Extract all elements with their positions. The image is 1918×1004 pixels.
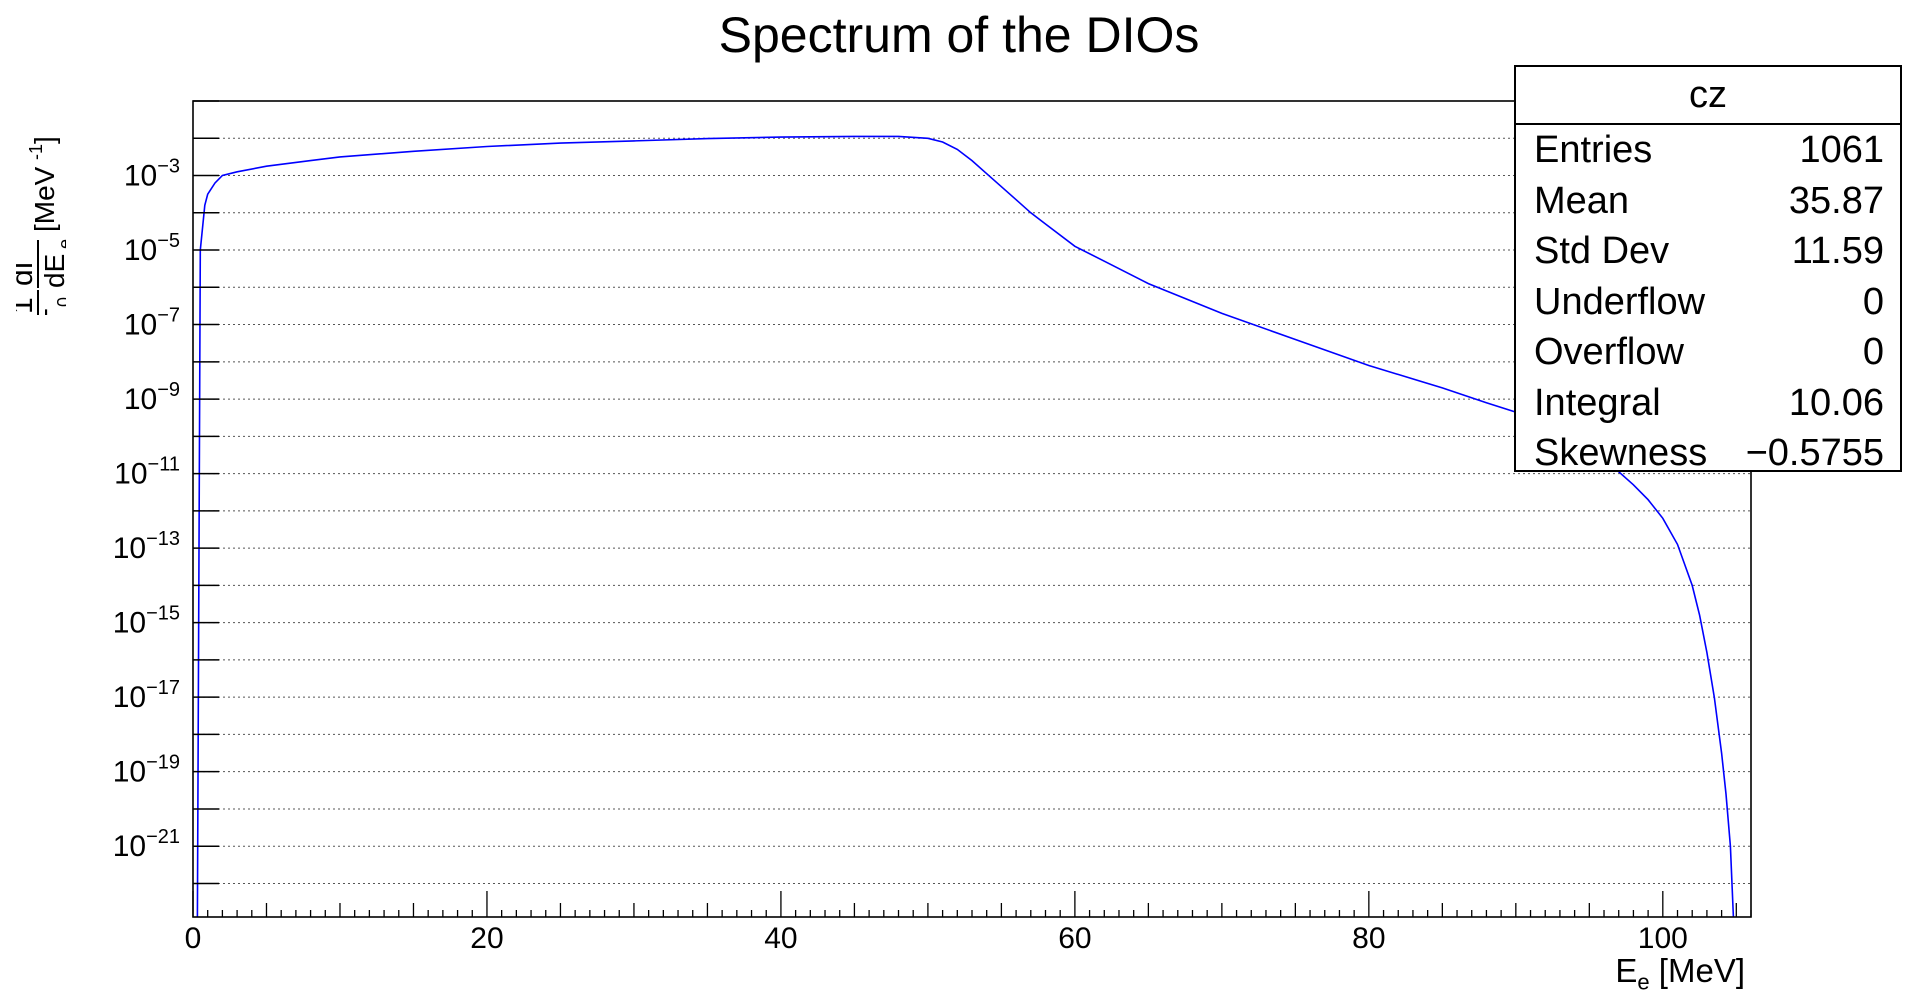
stats-row-skewness: Skewness −0.5755: [1516, 428, 1900, 479]
stats-label: Integral: [1534, 381, 1661, 424]
stats-row-underflow: Underflow 0: [1516, 277, 1900, 328]
svg-text:[MeV: [MeV: [29, 166, 60, 232]
y-axis-label: 1 Γ 0 dΓ dE e [MeV -1 ]: [16, 136, 66, 315]
svg-text:]: ]: [29, 136, 60, 144]
stats-row-integral: Integral 10.06: [1516, 378, 1900, 429]
y-tick-label: 10−13: [113, 528, 180, 565]
stats-label: Underflow: [1534, 280, 1706, 323]
x-tick-label: 60: [1058, 922, 1091, 955]
stats-row-stddev: Std Dev 11.59: [1516, 226, 1900, 277]
stats-label: Mean: [1534, 179, 1630, 222]
stats-value: 0: [1862, 331, 1884, 373]
stats-value: 11.59: [1791, 230, 1884, 272]
svg-text:0: 0: [54, 297, 66, 307]
x-tick-label: 40: [764, 922, 797, 955]
x-tick-label: 0: [185, 922, 202, 955]
stats-label: Entries: [1534, 129, 1653, 171]
series-line-dio-spectrum: [196, 135, 1735, 918]
stats-value: 35.87: [1788, 179, 1884, 222]
x-tick-label: 100: [1638, 922, 1688, 955]
tick-labels: 10−3 10−5 10−7 10−9 10−11 10−13 10−15 10−17 10−1…: [113, 156, 1688, 955]
y-tick-label: 10−11: [114, 454, 180, 491]
y-tick-label: 10−15: [113, 603, 180, 640]
stats-row-overflow: Overflow 0: [1516, 327, 1900, 378]
y-tick-label: 10−7: [124, 305, 180, 342]
stats-name: cz: [1516, 67, 1900, 125]
stats-row-entries: Entries 1061: [1516, 125, 1900, 176]
y-tick-label: 10−19: [113, 752, 180, 789]
y-tick-label: 10−3: [124, 156, 180, 193]
svg-text:Γ: Γ: [39, 309, 66, 315]
stats-label: Std Dev: [1534, 230, 1670, 272]
svg-text:1: 1: [16, 297, 39, 314]
stats-value: 0: [1862, 280, 1884, 323]
axis-ticks: [192, 100, 1752, 917]
x-axis-label: Ee [MeV]: [1615, 952, 1745, 995]
chart-title: Spectrum of the DIOs: [718, 7, 1200, 63]
x-tick-label: 20: [470, 922, 503, 955]
stats-value: −0.5755: [1745, 432, 1884, 474]
y-tick-label: 10−9: [124, 379, 180, 416]
svg-text:-1: -1: [26, 144, 46, 160]
stats-value: 10.06: [1788, 381, 1884, 424]
stats-row-mean: Mean 35.87: [1516, 176, 1900, 227]
y-tick-label: 10−17: [113, 677, 180, 714]
svg-text:e: e: [55, 239, 66, 249]
y-tick-label: 10−21: [113, 826, 180, 863]
y-tick-label: 10−5: [124, 230, 180, 267]
stats-box: cz Entries 1061 Mean 35.87 Std Dev 11.59…: [1514, 65, 1902, 474]
svg-text:dΓ: dΓ: [16, 253, 39, 286]
svg-text:dE: dE: [39, 254, 66, 288]
stats-label: Overflow: [1534, 331, 1684, 373]
x-tick-label: 80: [1352, 922, 1385, 955]
stats-label: Skewness: [1534, 432, 1708, 474]
stats-value: 1061: [1799, 129, 1884, 171]
